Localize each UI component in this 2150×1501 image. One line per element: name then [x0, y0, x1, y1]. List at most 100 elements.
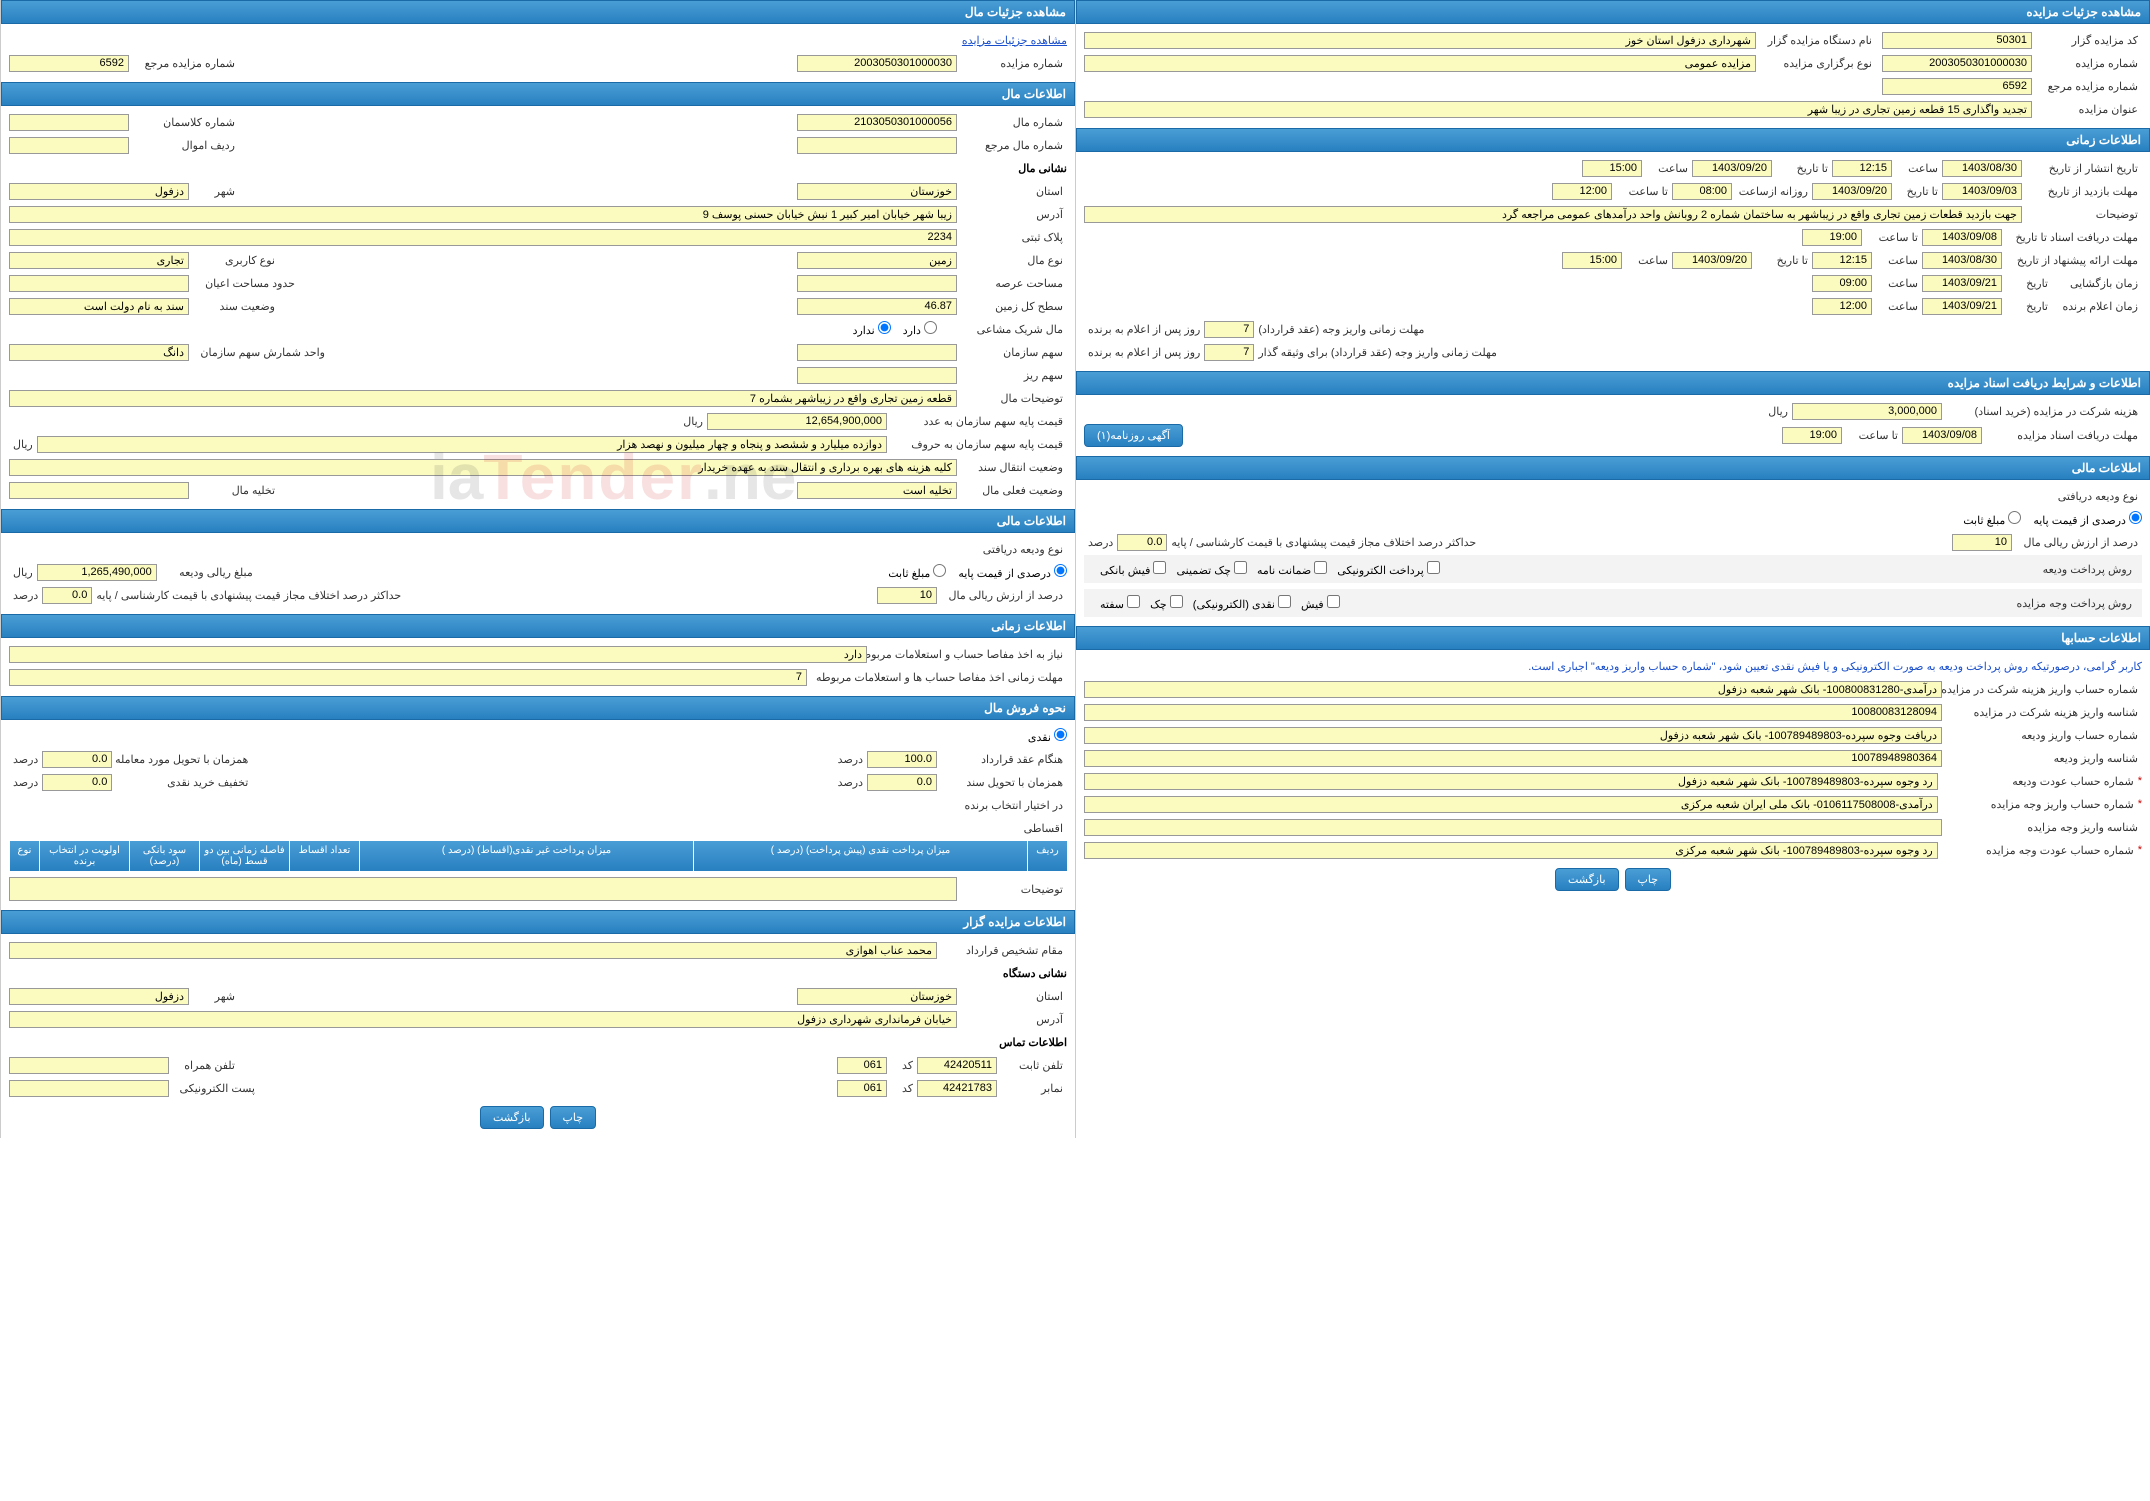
chk-cash-elec[interactable]: نقدی (الکترونیکی): [1193, 595, 1291, 611]
print-button-left[interactable]: چاپ: [550, 1106, 597, 1129]
field-base-price-num: 12,654,900,000: [707, 413, 887, 430]
chk-guarantee[interactable]: ضمانت نامه: [1257, 561, 1327, 577]
label-area2: حدود مساحت اعیان: [189, 277, 299, 290]
section-accounts-body: کاربر گرامی، درصورتیکه روش پرداخت ودیعه …: [1076, 650, 2150, 900]
field-share-unit: دانگ: [9, 344, 189, 361]
field-cash-discount: 0.0: [42, 774, 112, 791]
field-mobile: [9, 1057, 169, 1074]
label-item-ref: شماره مال مرجع: [957, 139, 1067, 152]
field-ref-number: 6592: [1882, 78, 2032, 95]
label-acc7: شناسه واریز وجه مزایده: [1942, 821, 2142, 834]
label-city2: شهر: [189, 990, 239, 1003]
label-notes: توضیحات: [957, 883, 1067, 896]
label-visit-daily-to: تا ساعت: [1612, 185, 1672, 198]
field-doc-status: سند به نام دولت است: [9, 298, 189, 315]
chk-bank-slip[interactable]: فیش بانکی: [1100, 561, 1166, 577]
print-button-right[interactable]: چاپ: [1625, 868, 1672, 891]
section-auction-details-header: مشاهده جزئیات مزایده: [1076, 0, 2150, 24]
field-doc-deadline2-time: 19:00: [1782, 427, 1842, 444]
chk-check2[interactable]: چک: [1150, 595, 1183, 611]
label-ref-num2: شماره مزایده مرجع: [129, 57, 239, 70]
radio-fixed2[interactable]: مبلغ ثابت: [888, 564, 946, 580]
subheader-org-address: نشانی دستگاه: [1003, 967, 1067, 980]
field-on-delivery: 0.0: [42, 751, 112, 768]
label-acc8: شماره حساب عودت وجه مزایده: [1938, 844, 2138, 857]
label-sub-share: سهم ریز: [957, 369, 1067, 382]
label-fax: نمابر: [997, 1082, 1067, 1095]
th-interest: سود بانکی (درصد): [129, 841, 199, 871]
label-publish-to: تا تاریخ: [1772, 162, 1832, 175]
label-acc6: شماره حساب واریز وجه مزایده: [1938, 798, 2138, 811]
chk-electronic-label: پرداخت الکترونیکی: [1337, 565, 1424, 577]
label-auction-number: شماره مزایده: [2032, 57, 2142, 70]
radio-hasnot[interactable]: ندارد: [853, 321, 891, 337]
field-percent-val2: 10: [877, 587, 937, 604]
label-winner-time: زمان اعلام برنده: [2052, 300, 2142, 313]
field-org-share: [797, 344, 957, 361]
field-auction-num2: 2003050301000030: [797, 55, 957, 72]
radio-hasnot-label: ندارد: [853, 325, 875, 337]
radio-percent2[interactable]: درصدی از قیمت پایه: [958, 564, 1067, 580]
section-item-info-body: شماره مال 2103050301000056 شماره کلاسمان…: [1, 106, 1075, 509]
field-area-code: 061: [837, 1057, 887, 1074]
field-open-time: 09:00: [1812, 275, 1872, 292]
label-offer-from-time: ساعت: [1872, 254, 1922, 267]
chk-slip[interactable]: فیش: [1301, 595, 1340, 611]
label-winner-choice: در اختیار انتخاب برنده: [960, 799, 1067, 812]
field-offer-to-time: 15:00: [1562, 252, 1622, 269]
chk-promissory[interactable]: سفته: [1100, 595, 1140, 611]
newspaper-ad-button[interactable]: آگهی روزنامه(۱): [1084, 424, 1183, 447]
view-auction-details-link[interactable]: مشاهده جزئیات مزایده: [962, 34, 1067, 47]
field-ref-num2: 6592: [9, 55, 129, 72]
label-clearance: نیاز به اخذ مفاصا حساب و استعلامات مربوط…: [867, 648, 1067, 661]
label-transfer: وضعیت انتقال سند: [957, 461, 1067, 474]
label-area1: مساحت عرصه: [957, 277, 1067, 290]
label-winner-date-lbl: تاریخ: [2002, 300, 2052, 313]
label-address: آدرس: [957, 208, 1067, 221]
radio-cash[interactable]: نقدی: [1028, 728, 1067, 744]
label-acc3: شماره حساب واریز ودیعه: [1942, 729, 2142, 742]
radio-has[interactable]: دارد: [903, 321, 937, 337]
label-acc4: شناسه واریز ودیعه: [1942, 752, 2142, 765]
installment-table-header: ردیف میزان پرداخت نقدی (پیش پرداخت) (درص…: [9, 841, 1067, 871]
label-doc-status: وضعیت سند: [189, 300, 279, 313]
back-button-right[interactable]: بازگشت: [1555, 868, 1619, 891]
field-percent-val: 10: [1952, 534, 2012, 551]
radio-percent2-label: درصدی از قیمت پایه: [958, 568, 1051, 580]
radio-percent-base[interactable]: درصدی از قیمت پایه: [2033, 511, 2142, 527]
field-item-desc: قطعه زمین تجاری واقع در زیباشهر بشماره 7: [9, 390, 957, 407]
field-email: [9, 1080, 169, 1097]
radio-fixed[interactable]: مبلغ ثابت: [1963, 511, 2021, 527]
section-doc-info-body: هزینه شرکت در مزایده (خرید اسناد) 3,000,…: [1076, 395, 2150, 456]
section-item-details-header: مشاهده جزئیات مال: [1, 0, 1075, 24]
th-priority: اولویت در انتخاب برنده: [39, 841, 129, 871]
label-fax-code: کد: [887, 1082, 917, 1095]
section-time-info-header: اطلاعات زمانی: [1076, 128, 2150, 152]
field-visit-daily-from: 08:00: [1672, 183, 1732, 200]
label-max-diff2-sfx: درصد: [9, 589, 42, 602]
label-deposit-amount-sfx: ریال: [9, 566, 37, 579]
field-pay-deadline2: 7: [1204, 344, 1254, 361]
field-max-diff2: 0.0: [42, 587, 92, 604]
label-visit-to: تا تاریخ: [1892, 185, 1942, 198]
label-percent-val: درصد از ارزش ریالی مال: [2012, 536, 2142, 549]
field-clearance: دارد: [9, 646, 867, 663]
label-on-doc-sfx: درصد: [834, 776, 867, 789]
chk-check[interactable]: چک تضمینی: [1176, 561, 1247, 577]
back-button-left[interactable]: بازگشت: [480, 1106, 544, 1129]
label-base-price-txt: قیمت پایه سهم سازمان به حروف: [887, 438, 1067, 451]
field-acc4: 10078948980364: [1084, 750, 1942, 767]
field-max-diff: 0.0: [1117, 534, 1167, 551]
field-acc2: 10080083128094: [1084, 704, 1942, 721]
th-gap: فاصله زمانی بین دو قسط (ماه): [199, 841, 289, 871]
field-current-status: تخلیه است: [797, 482, 957, 499]
section-financial2-body: نوع ودیعه دریافتی درصدی از قیمت پایه مبل…: [1, 533, 1075, 614]
field-item-ref: [797, 137, 957, 154]
section-financial2-header: اطلاعات مالی: [1, 509, 1075, 533]
field-clearance-deadline: 7: [9, 669, 807, 686]
chk-electronic[interactable]: پرداخت الکترونیکی: [1337, 561, 1440, 577]
label-auction-type: نوع برگزاری مزایده: [1756, 57, 1876, 70]
field-doc-deadline2-date: 1403/09/08: [1902, 427, 1982, 444]
label-winner-time-lbl: ساعت: [1872, 300, 1922, 313]
field-item-no: 2103050301000056: [797, 114, 957, 131]
